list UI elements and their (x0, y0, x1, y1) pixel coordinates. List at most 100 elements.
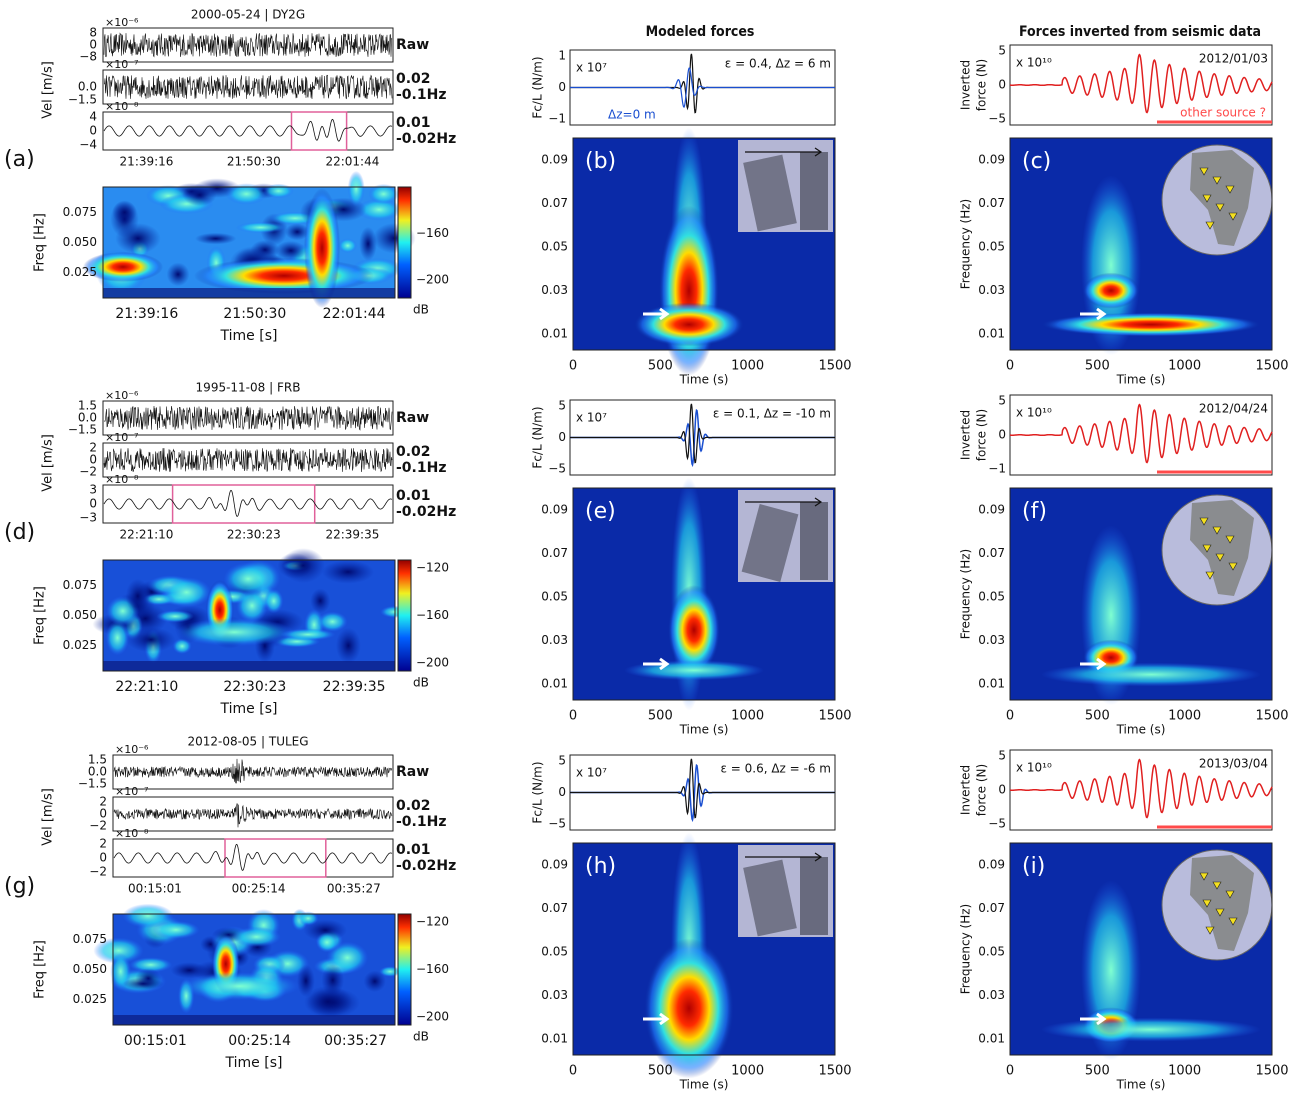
force-wave (570, 403, 835, 464)
y-axis-label: Vel [m/s] (41, 434, 56, 492)
x-tick-label: 1000 (1168, 709, 1201, 724)
y-tick-label: 0 (998, 783, 1006, 797)
spectral-blob (379, 966, 402, 977)
spectrogram-floor (103, 661, 395, 671)
spectrogram-frame (572, 137, 836, 351)
waveform (103, 32, 393, 58)
y-tick-label: 0.09 (541, 153, 568, 167)
x-tick-label: 0 (1006, 359, 1014, 374)
spectral-blob (634, 302, 744, 347)
y-tick-label: 0 (89, 453, 97, 467)
spectral-blob (668, 585, 720, 676)
x-tick-label: 500 (648, 359, 673, 374)
block-sketch (743, 154, 797, 232)
station-marker (1228, 212, 1238, 221)
spectral-blob (236, 588, 268, 623)
spectral-blob (368, 183, 399, 205)
y-tick-label: 8 (89, 26, 97, 40)
station-marker (1212, 176, 1222, 185)
y-axis-label: Frequency (Hz) (959, 549, 973, 640)
trace-box (112, 796, 394, 832)
y-axis-label: force (N) (975, 764, 989, 816)
station-marker (1202, 544, 1212, 553)
band-label: -0.02Hz (396, 131, 456, 147)
y-tick-label: 1 (558, 49, 566, 63)
y-tick-label: 0.075 (63, 205, 97, 219)
highlight-window (290, 111, 348, 151)
y-tick-label: 0.07 (978, 196, 1005, 210)
y-tick-label: 2 (89, 441, 97, 455)
y-tick-label: 0.0 (78, 411, 97, 425)
y-tick-label: 0.03 (541, 988, 568, 1002)
y-tick-label: −1.5 (78, 777, 107, 791)
x-tick-label: 00:35:27 (324, 1033, 387, 1049)
y-axis-label: Fc/L (N/m) (531, 406, 545, 468)
trace-box (102, 442, 394, 478)
scale-exponent: ×10⁻⁶ (105, 389, 139, 402)
y-tick-label: 0.07 (541, 196, 568, 210)
y-axis-label: Inverted (959, 410, 973, 460)
scale-exponent: x 10⁷ (576, 411, 607, 425)
spectral-blob (161, 576, 212, 608)
x-axis-label: Time [s] (220, 701, 278, 717)
spectral-blob (264, 588, 284, 614)
y-tick-label: 0.050 (63, 235, 97, 249)
waveform (113, 758, 393, 784)
y-tick-label: 0 (99, 807, 107, 821)
y-tick-label: 0.05 (541, 240, 568, 254)
waveform (104, 74, 393, 100)
station-marker (1225, 890, 1235, 899)
spectral-blob (1083, 272, 1139, 309)
time-tick-label: 00:25:14 (232, 882, 286, 896)
spectral-blob (182, 183, 217, 207)
colorbar-tick-label: −200 (416, 273, 449, 287)
x-axis-label: Time (s) (679, 373, 729, 387)
spectral-blob (1081, 175, 1141, 356)
spectral-blob (317, 611, 348, 632)
parameter-annotation: ε = 0.6, Δz = -6 m (720, 762, 831, 776)
force-wave (1010, 758, 1273, 819)
station-title: 1995-11-08 | FRB (196, 381, 301, 395)
colorbar-tick-label: −160 (416, 608, 449, 622)
arrow-marker (1080, 1012, 1107, 1026)
panel-label: (c) (1022, 149, 1051, 174)
y-tick-label: 0.09 (541, 858, 568, 872)
y-axis-label: Inverted (959, 765, 973, 815)
y-tick-label: 0.0 (88, 765, 107, 779)
scale-exponent: ×10⁻⁷ (115, 785, 148, 798)
band-label: 0.02 (396, 71, 431, 87)
y-tick-label: 5 (558, 754, 566, 768)
highlight-window (224, 838, 327, 878)
waveform (113, 843, 393, 871)
spectrogram-floor (103, 288, 395, 298)
x-tick-label: 0 (569, 709, 577, 724)
spectral-blob (297, 911, 319, 926)
x-tick-label: 21:39:16 (115, 306, 178, 322)
colorbar-unit: dB (413, 1030, 429, 1044)
spectral-blob (231, 926, 281, 948)
date-label: 2013/03/04 (1199, 757, 1268, 771)
x-axis-label: Time [s] (220, 328, 278, 344)
x-tick-label: 1000 (731, 709, 764, 724)
x-axis-label: Time (s) (1116, 373, 1166, 387)
panel-label: (d) (4, 520, 35, 545)
spectral-blob (275, 240, 307, 261)
waveform (103, 405, 393, 431)
waveform (103, 448, 393, 473)
spectral-blob (304, 188, 340, 309)
time-tick-label: 22:30:23 (227, 528, 281, 542)
panel-label: (i) (1022, 854, 1045, 879)
block-sketch (800, 502, 828, 580)
y-tick-label: 0.01 (541, 327, 568, 341)
x-tick-label: 1500 (1255, 1064, 1288, 1079)
spectrogram-frame (102, 186, 396, 299)
x-tick-label: 22:39:35 (323, 679, 386, 695)
force-arrow (745, 852, 823, 862)
scale-exponent: x 10¹⁰ (1016, 761, 1052, 775)
y-tick-label: −3 (79, 511, 97, 525)
trace-box (102, 27, 394, 63)
y-tick-label: 0.05 (541, 945, 568, 959)
trace-box (102, 69, 394, 105)
x-tick-label: 21:50:30 (223, 306, 286, 322)
y-axis-label: Freq [Hz] (33, 940, 48, 999)
